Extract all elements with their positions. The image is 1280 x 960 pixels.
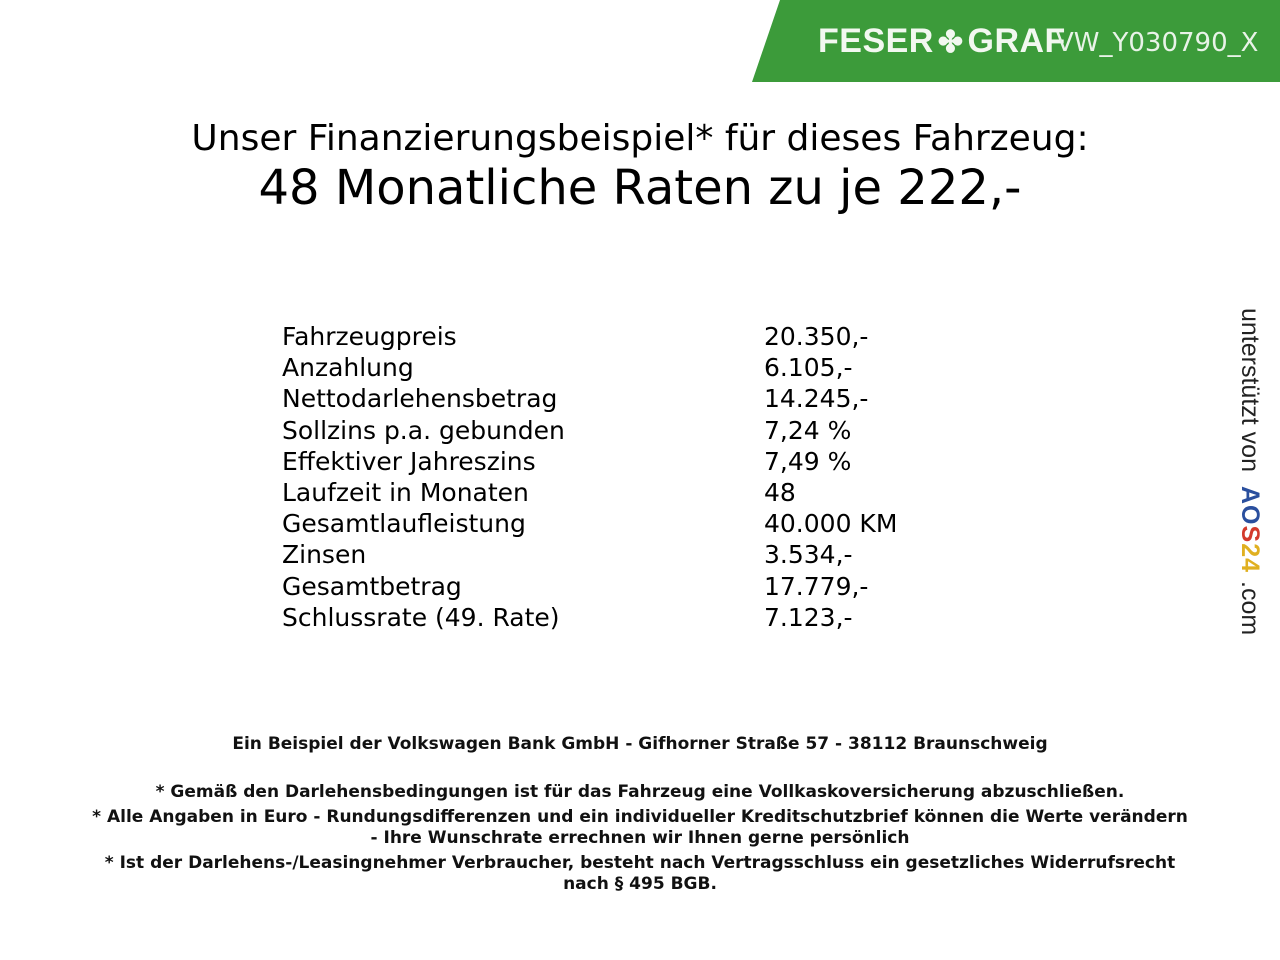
footnote-withdrawal: * Ist der Darlehens-/Leasingnehmer Verbr… xyxy=(104,853,1176,873)
brand-banner xyxy=(752,0,1280,82)
footnote-bgb: nach § 495 BGB. xyxy=(563,874,717,894)
aos-letter: O xyxy=(1236,505,1264,526)
table-row: Anzahlung 6.105,- xyxy=(282,353,853,384)
row-label: Zinsen xyxy=(282,540,367,570)
row-label: Sollzins p.a. gebunden xyxy=(282,415,565,445)
table-row: Schlussrate (49. Rate) 7.123,- xyxy=(282,602,853,634)
row-value: 7,49 % xyxy=(764,446,852,476)
row-label: Gesamtlaufleistung xyxy=(282,509,526,539)
row-label: Fahrzeugpreis xyxy=(282,322,457,351)
clover-icon: ✤ xyxy=(937,26,964,59)
row-label: Laufzeit in Monaten xyxy=(282,478,529,507)
row-value: 14.245,- xyxy=(764,384,869,414)
row-value: 40.000 KM xyxy=(764,509,898,539)
row-value: 7,24 % xyxy=(764,415,852,445)
supported-by-text: unterstützt von xyxy=(1236,308,1264,472)
aos-domain: .com xyxy=(1236,581,1264,636)
aos-letter: 4 xyxy=(1236,558,1264,573)
table-row: Zinsen 3.534,- xyxy=(282,540,853,571)
aos24-logo: AOS24 xyxy=(1236,486,1264,573)
row-value: 3.534,- xyxy=(764,540,853,570)
row-label: Nettodarlehensbetrag xyxy=(282,384,558,414)
row-label: Gesamtbetrag xyxy=(282,571,462,601)
logo-text-right: GRAF xyxy=(967,22,1066,60)
row-value: 20.350,- xyxy=(764,322,869,351)
row-value: 17.779,- xyxy=(764,571,869,601)
footnote-euro: * Alle Angaben in Euro - Rundungsdiffere… xyxy=(92,807,1188,827)
aos-letter: 2 xyxy=(1236,543,1264,559)
table-row: Effektiver Jahreszins 7,49 % xyxy=(282,446,851,478)
aos-letter: S xyxy=(1236,525,1264,544)
table-row: Sollzins p.a. gebunden 7,24 % xyxy=(282,415,851,447)
table-row: Nettodarlehensbetrag 14.245,- xyxy=(282,384,868,415)
bank-info: Ein Beispiel der Volkswagen Bank GmbH - … xyxy=(232,734,1048,754)
table-row: Fahrzeugpreis 20.350,- xyxy=(282,322,868,353)
table-row: Gesamtbetrag 17.779,- xyxy=(282,571,868,603)
page-title: Unser Finanzierungsbeispiel* für dieses … xyxy=(191,118,1089,159)
watermark-code: VW_Y030790_X xyxy=(1056,28,1259,58)
monthly-rate-headline: 48 Monatliche Raten zu je 222,- xyxy=(258,160,1022,216)
footnote-wish-rate: - Ihre Wunschrate errechnen wir Ihnen ge… xyxy=(370,828,910,848)
row-value: 48 xyxy=(764,478,796,507)
row-value: 6.105,- xyxy=(764,353,853,383)
row-label: Effektiver Jahreszins xyxy=(282,446,536,476)
supported-by-aos24: unterstützt von AOS24 .com xyxy=(1235,308,1264,635)
logo-text-left: FESER xyxy=(818,22,934,60)
feser-graf-logo: FESER ✤ GRAF xyxy=(818,22,1066,61)
table-row: Laufzeit in Monaten 48 xyxy=(282,478,796,509)
aos-letter: A xyxy=(1236,485,1264,506)
table-row: Gesamtlaufleistung 40.000 KM xyxy=(282,509,897,540)
row-value: 7.123,- xyxy=(764,602,853,632)
row-label: Anzahlung xyxy=(282,353,414,383)
footnote-insurance: * Gemäß den Darlehensbedingungen ist für… xyxy=(155,782,1125,802)
row-label: Schlussrate (49. Rate) xyxy=(282,602,560,632)
